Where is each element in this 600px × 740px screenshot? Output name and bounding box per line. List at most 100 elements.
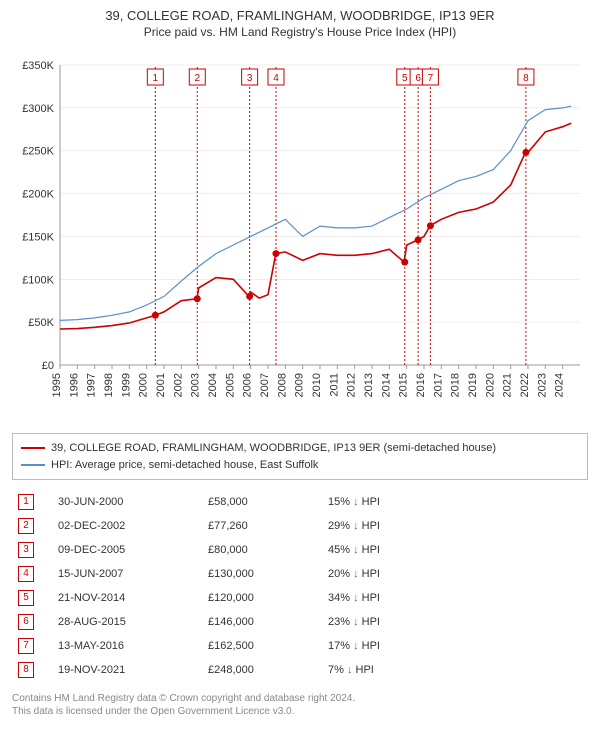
svg-text:2004: 2004 <box>207 373 219 397</box>
title-address: 39, COLLEGE ROAD, FRAMLINGHAM, WOODBRIDG… <box>12 8 588 23</box>
svg-text:2021: 2021 <box>502 373 514 397</box>
sale-price: £77,260 <box>202 514 322 538</box>
sale-number-box: 1 <box>18 494 34 510</box>
chart-title-block: 39, COLLEGE ROAD, FRAMLINGHAM, WOODBRIDG… <box>12 8 588 39</box>
svg-text:£350K: £350K <box>22 60 54 72</box>
sale-price: £146,000 <box>202 610 322 634</box>
svg-text:2014: 2014 <box>380 373 392 397</box>
sale-number-box: 3 <box>18 542 34 558</box>
svg-text:2002: 2002 <box>172 373 184 397</box>
svg-text:2003: 2003 <box>190 373 202 397</box>
sale-date: 21-NOV-2014 <box>52 586 202 610</box>
legend-label: 39, COLLEGE ROAD, FRAMLINGHAM, WOODBRIDG… <box>51 440 496 457</box>
svg-text:2009: 2009 <box>294 373 306 397</box>
chart-legend: 39, COLLEGE ROAD, FRAMLINGHAM, WOODBRIDG… <box>12 433 588 480</box>
svg-text:1998: 1998 <box>103 373 115 397</box>
legend-swatch <box>21 464 45 466</box>
svg-text:2007: 2007 <box>259 373 271 397</box>
sale-price: £58,000 <box>202 490 322 514</box>
svg-text:£100K: £100K <box>22 274 54 286</box>
svg-text:1996: 1996 <box>68 373 80 397</box>
svg-text:3: 3 <box>247 73 253 84</box>
svg-text:2020: 2020 <box>484 373 496 397</box>
svg-text:2012: 2012 <box>346 373 358 397</box>
svg-text:2015: 2015 <box>398 373 410 397</box>
sale-number-box: 2 <box>18 518 34 534</box>
svg-text:2001: 2001 <box>155 373 167 397</box>
sale-delta: 15% ↓ HPI <box>322 490 588 514</box>
svg-text:£50K: £50K <box>28 317 54 329</box>
svg-text:2013: 2013 <box>363 373 375 397</box>
legend-item: 39, COLLEGE ROAD, FRAMLINGHAM, WOODBRIDG… <box>21 440 579 457</box>
svg-text:4: 4 <box>273 73 279 84</box>
legend-item: HPI: Average price, semi-detached house,… <box>21 457 579 474</box>
chart-svg: £0£50K£100K£150K£200K£250K£300K£350K1995… <box>12 45 588 425</box>
sale-delta: 23% ↓ HPI <box>322 610 588 634</box>
sale-delta: 29% ↓ HPI <box>322 514 588 538</box>
svg-text:1: 1 <box>153 73 159 84</box>
price-chart: £0£50K£100K£150K£200K£250K£300K£350K1995… <box>12 45 588 425</box>
svg-text:£150K: £150K <box>22 231 54 243</box>
table-row: 8 19-NOV-2021£248,0007% ↓ HPI <box>12 658 588 682</box>
svg-text:2005: 2005 <box>224 373 236 397</box>
svg-text:2011: 2011 <box>328 373 340 397</box>
sale-price: £130,000 <box>202 562 322 586</box>
sale-price: £162,500 <box>202 634 322 658</box>
footer-line2: This data is licensed under the Open Gov… <box>12 705 588 718</box>
svg-text:6: 6 <box>415 73 421 84</box>
svg-text:1995: 1995 <box>51 373 63 397</box>
svg-text:2006: 2006 <box>242 373 254 397</box>
sale-number-box: 7 <box>18 638 34 654</box>
svg-text:1999: 1999 <box>120 373 132 397</box>
sale-number-box: 4 <box>18 566 34 582</box>
svg-text:2022: 2022 <box>519 373 531 397</box>
table-row: 415-JUN-2007£130,00020% ↓ HPI <box>12 562 588 586</box>
table-row: 2 02-DEC-2002£77,26029% ↓ HPI <box>12 514 588 538</box>
sale-date: 28-AUG-2015 <box>52 610 202 634</box>
table-row: 309-DEC-2005£80,00045% ↓ HPI <box>12 538 588 562</box>
footer-line1: Contains HM Land Registry data © Crown c… <box>12 692 588 705</box>
table-row: 5 21-NOV-2014£120,00034% ↓ HPI <box>12 586 588 610</box>
arrow-down-icon: ↓ <box>353 544 359 556</box>
svg-text:2024: 2024 <box>554 373 566 397</box>
sale-date: 19-NOV-2021 <box>52 658 202 682</box>
svg-text:2016: 2016 <box>415 373 427 397</box>
table-row: 6 28-AUG-2015£146,00023% ↓ HPI <box>12 610 588 634</box>
sale-delta: 45% ↓ HPI <box>322 538 588 562</box>
sale-number-box: 8 <box>18 662 34 678</box>
sale-date: 13-MAY-2016 <box>52 634 202 658</box>
svg-text:£300K: £300K <box>22 103 54 115</box>
svg-text:2008: 2008 <box>276 373 288 397</box>
sale-date: 02-DEC-2002 <box>52 514 202 538</box>
arrow-down-icon: ↓ <box>353 496 359 508</box>
sale-date: 09-DEC-2005 <box>52 538 202 562</box>
arrow-down-icon: ↓ <box>353 592 359 604</box>
sale-date: 15-JUN-2007 <box>52 562 202 586</box>
arrow-down-icon: ↓ <box>353 640 359 652</box>
svg-text:2017: 2017 <box>432 373 444 397</box>
sale-price: £120,000 <box>202 586 322 610</box>
sale-price: £248,000 <box>202 658 322 682</box>
sale-delta: 34% ↓ HPI <box>322 586 588 610</box>
table-row: 1 30-JUN-2000£58,00015% ↓ HPI <box>12 490 588 514</box>
sale-date: 30-JUN-2000 <box>52 490 202 514</box>
svg-text:2019: 2019 <box>467 373 479 397</box>
svg-text:£0: £0 <box>42 360 54 372</box>
sale-delta: 7% ↓ HPI <box>322 658 588 682</box>
arrow-down-icon: ↓ <box>347 664 353 676</box>
svg-text:1997: 1997 <box>86 373 98 397</box>
svg-text:2: 2 <box>194 73 200 84</box>
svg-text:2010: 2010 <box>311 373 323 397</box>
legend-label: HPI: Average price, semi-detached house,… <box>51 457 318 474</box>
svg-text:2023: 2023 <box>536 373 548 397</box>
table-row: 7 13-MAY-2016£162,50017% ↓ HPI <box>12 634 588 658</box>
svg-text:8: 8 <box>523 73 529 84</box>
svg-text:5: 5 <box>402 73 408 84</box>
sale-number-box: 6 <box>18 614 34 630</box>
svg-text:2018: 2018 <box>450 373 462 397</box>
svg-text:£200K: £200K <box>22 189 54 201</box>
sale-delta: 17% ↓ HPI <box>322 634 588 658</box>
sale-number-box: 5 <box>18 590 34 606</box>
footer-attribution: Contains HM Land Registry data © Crown c… <box>12 692 588 718</box>
title-subtitle: Price paid vs. HM Land Registry's House … <box>12 25 588 39</box>
